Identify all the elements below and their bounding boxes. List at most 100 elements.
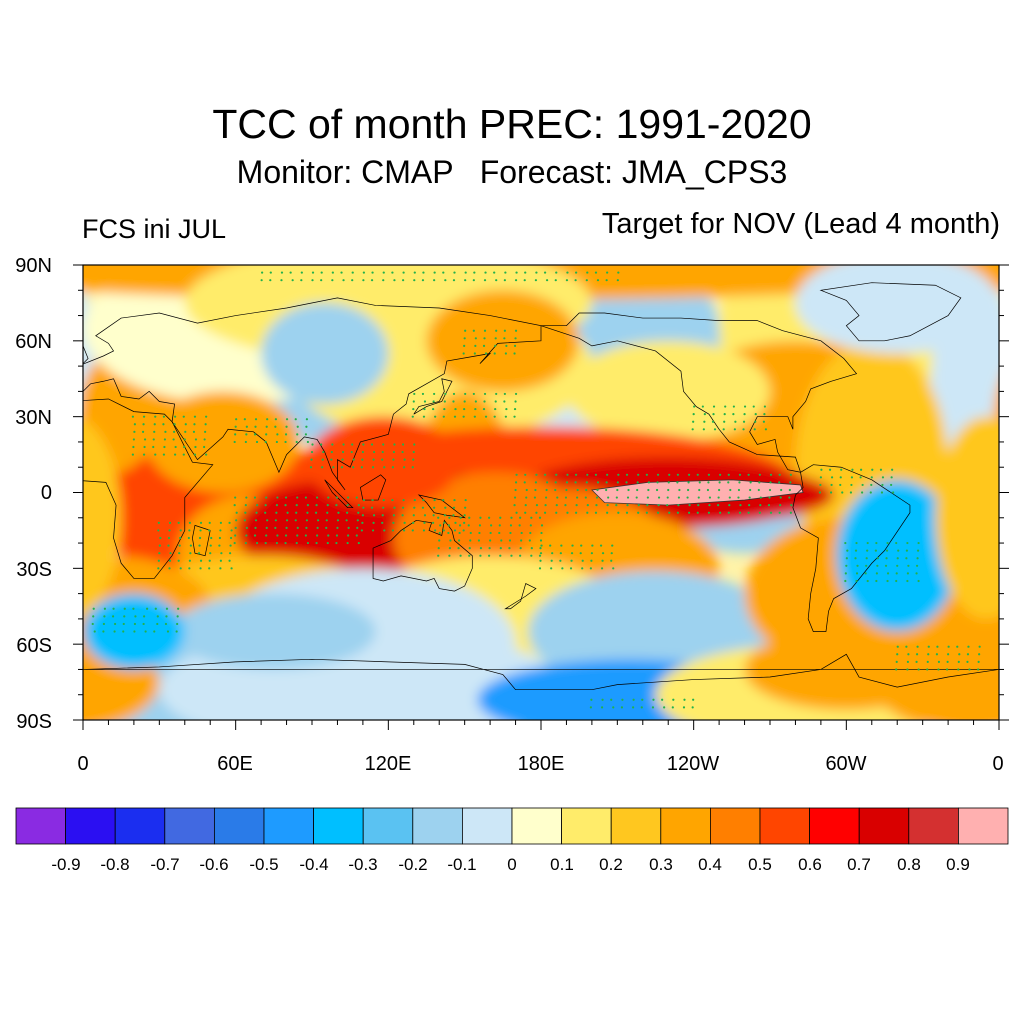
stipple-dot bbox=[346, 511, 349, 514]
coastline bbox=[413, 378, 453, 415]
stipple-dot bbox=[372, 514, 376, 517]
stipple-dot bbox=[403, 458, 406, 461]
stipple-dot bbox=[574, 279, 577, 282]
stipple-dot bbox=[234, 526, 237, 529]
stipple-dot bbox=[543, 473, 547, 476]
stipple-dot bbox=[657, 504, 660, 507]
stipple-dot bbox=[253, 496, 257, 499]
stipple-dot bbox=[682, 706, 686, 709]
stipple-dot bbox=[442, 415, 445, 418]
stipple-dot bbox=[555, 473, 558, 476]
stipple-dot bbox=[233, 541, 236, 545]
stipple-dot bbox=[393, 506, 396, 509]
stipple-dot bbox=[463, 407, 466, 411]
stipple-dot bbox=[306, 541, 310, 545]
stipple-dot bbox=[515, 511, 518, 514]
colorbar-label: -0.3 bbox=[348, 855, 377, 874]
stipple-dot bbox=[345, 519, 348, 522]
stipple-dot bbox=[687, 481, 690, 484]
stipple-dot bbox=[626, 504, 629, 507]
stipple-dot bbox=[453, 415, 457, 418]
stipple-dot bbox=[671, 706, 674, 709]
stipple-dot bbox=[453, 529, 457, 532]
stipple-dot bbox=[444, 279, 447, 282]
stipple-dot bbox=[423, 514, 427, 517]
stipple-dot bbox=[616, 488, 619, 492]
colorbar-label: 0.3 bbox=[649, 855, 673, 874]
stipple-dot bbox=[763, 413, 766, 416]
stipple-dot bbox=[144, 630, 147, 633]
stipple-dot bbox=[892, 491, 895, 494]
stipple-dot bbox=[443, 514, 446, 517]
colorbar-box bbox=[610, 807, 662, 845]
stipple-dot bbox=[529, 531, 532, 535]
stipple-dot bbox=[789, 473, 792, 476]
stipple-dot bbox=[192, 430, 196, 433]
stipple-dot bbox=[494, 400, 497, 403]
stipple-dot bbox=[525, 496, 528, 499]
stipple-dot bbox=[846, 549, 849, 552]
stipple-dot bbox=[769, 481, 772, 484]
stipple-dot bbox=[244, 440, 247, 444]
stipple-dot bbox=[488, 554, 491, 557]
stipple-dot bbox=[854, 557, 857, 560]
stipple-dot bbox=[255, 511, 258, 514]
stipple-dot bbox=[347, 526, 350, 529]
stipple-dot bbox=[545, 488, 548, 492]
stipple-dot bbox=[698, 488, 701, 492]
stipple-dot bbox=[586, 271, 589, 274]
stipple-dot bbox=[550, 567, 553, 570]
stipple-dot bbox=[178, 552, 181, 555]
stipple-dot bbox=[122, 630, 125, 633]
stipple-dot bbox=[494, 344, 497, 347]
stipple-dot bbox=[194, 445, 197, 449]
colorbar-box bbox=[759, 807, 810, 845]
colorbar-labels: -0.9 -0.8 -0.7 -0.6 -0.5 -0.4 -0.3 -0.2 … bbox=[51, 855, 969, 874]
coastline bbox=[324, 479, 354, 509]
stipple-dot bbox=[265, 526, 268, 529]
stipple-dot bbox=[433, 498, 436, 502]
stipple-dot bbox=[647, 488, 650, 492]
stipple-dot bbox=[505, 407, 508, 411]
stipple-dot bbox=[154, 607, 157, 610]
stipple-dot bbox=[489, 539, 492, 542]
stipple-dot bbox=[645, 511, 648, 514]
stipple-dot bbox=[464, 506, 467, 509]
stipple-dot bbox=[754, 420, 757, 423]
stipple-dot bbox=[590, 698, 593, 701]
stipple-dot bbox=[632, 706, 635, 709]
stipple-dot bbox=[413, 506, 416, 509]
stipple-dot bbox=[320, 443, 323, 446]
stipple-dot bbox=[617, 473, 620, 476]
stipple-dot bbox=[432, 521, 435, 524]
stipple-dot bbox=[866, 579, 869, 583]
stipple-dot bbox=[356, 519, 359, 522]
stipple-dot bbox=[519, 516, 522, 519]
stipple-dot bbox=[594, 473, 598, 476]
stipple-dot bbox=[906, 572, 910, 575]
stipple-dot bbox=[780, 488, 783, 492]
stipple-dot bbox=[296, 496, 299, 499]
stipple-dot bbox=[513, 344, 517, 347]
stipple-dot bbox=[326, 504, 329, 507]
stipple-dot bbox=[164, 430, 167, 433]
stipple-dot bbox=[860, 468, 863, 471]
stipple-dot bbox=[346, 541, 349, 545]
stipple-dot bbox=[391, 529, 395, 532]
stipple-dot bbox=[462, 529, 465, 532]
stipple-dot bbox=[132, 445, 135, 449]
stipple-dot bbox=[747, 473, 750, 476]
stipple-dot bbox=[538, 567, 542, 570]
stipple-dot bbox=[678, 488, 681, 492]
stipple-dot bbox=[243, 418, 246, 421]
stipple-dot bbox=[157, 529, 160, 532]
stipple-dot bbox=[143, 445, 146, 449]
stipple-dot bbox=[165, 607, 169, 610]
stipple-dot bbox=[462, 352, 465, 355]
stipple-dot bbox=[142, 622, 145, 626]
stipple-dot bbox=[957, 660, 960, 663]
stipple-dot bbox=[266, 519, 269, 522]
stipple-dot bbox=[575, 473, 578, 476]
stipple-dot bbox=[264, 504, 267, 507]
stipple-dot bbox=[754, 413, 757, 416]
